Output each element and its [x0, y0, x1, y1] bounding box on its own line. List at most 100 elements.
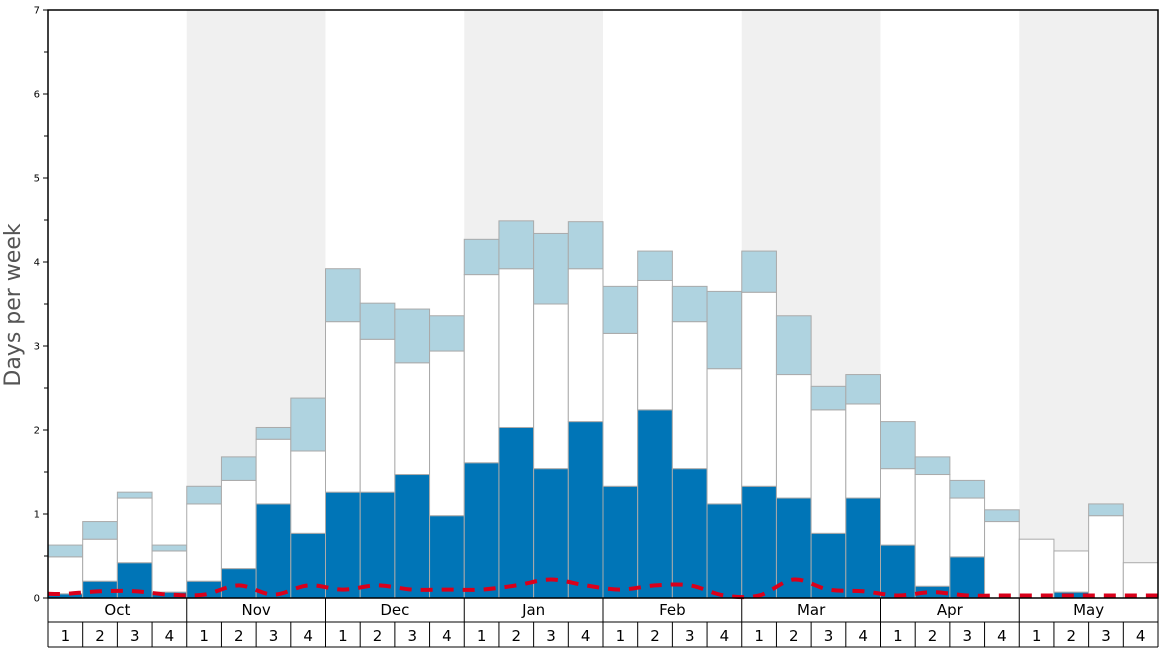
week-label: 3	[824, 627, 834, 645]
bar-mid-4	[186, 503, 222, 582]
y-tick-label: 7	[34, 6, 40, 17]
week-label: 2	[234, 627, 244, 645]
bar-mid-2	[116, 497, 153, 564]
bar-light-6	[255, 426, 292, 440]
month-label-nov: Nov	[241, 601, 270, 619]
bar-light-14	[533, 232, 569, 305]
bar-mid-5	[220, 479, 257, 570]
bar-dark-6	[255, 503, 292, 599]
week-label: 3	[407, 627, 417, 645]
week-label: 1	[338, 627, 348, 645]
bar-dark-5	[220, 568, 257, 599]
bar-light-27	[984, 509, 1020, 523]
bar-mid-9	[359, 338, 396, 493]
dashed-line-series	[47, 577, 1158, 600]
week-label: 4	[1136, 627, 1146, 645]
x-axis: Oct Nov Dec Jan Feb Mar Apr May 1 2 3 4 1 2 3 4 1 2 3 4 1 2 3 4…	[47, 598, 1159, 648]
week-label: 4	[720, 627, 730, 645]
week-label: 4	[997, 627, 1007, 645]
bar-mid-14	[533, 303, 569, 470]
bar-light-15	[567, 221, 604, 270]
bar-mid-29	[1053, 550, 1090, 593]
bar-mid-7	[290, 450, 326, 534]
bar-dark-7	[290, 532, 326, 599]
bar-mid-3	[151, 550, 188, 593]
week-label: 2	[928, 627, 938, 645]
bar-light-22	[810, 385, 847, 411]
bar-light-17	[637, 250, 673, 281]
bar-dark-12	[463, 462, 500, 599]
week-label: 2	[95, 627, 105, 645]
bar-mid-17	[637, 279, 673, 411]
week-label: 1	[477, 627, 487, 645]
bar-light-30	[1088, 503, 1124, 517]
month-label-dec: Dec	[380, 601, 409, 619]
y-tick-label: 3	[34, 342, 40, 353]
bar-mid-24	[880, 468, 916, 546]
plot-frame	[47, 9, 1159, 599]
bar-dark-22	[810, 532, 847, 599]
bar-dark-26	[949, 556, 986, 599]
week-label: 2	[373, 627, 383, 645]
bar-light-23	[845, 374, 881, 405]
week-label: 1	[616, 627, 626, 645]
month-label-jan: Jan	[521, 601, 545, 619]
bar-mid-12	[463, 274, 500, 464]
week-label: 1	[61, 627, 71, 645]
bar-mid-31	[1122, 562, 1159, 599]
bar-dark-18	[671, 468, 708, 599]
dashed-line	[47, 577, 1158, 600]
bar-light-8	[325, 268, 361, 323]
bar-mid-28	[1018, 538, 1055, 599]
week-label: 3	[546, 627, 556, 645]
bar-dark-23	[845, 497, 881, 599]
bar-dark-24	[880, 544, 916, 599]
week-label: 1	[754, 627, 764, 645]
week-label: 1	[893, 627, 903, 645]
bar-dark-19	[706, 503, 743, 599]
y-axis-label: Days per week	[1, 223, 26, 386]
bar-mid-27	[984, 521, 1020, 599]
bar-dark-15	[567, 421, 604, 599]
month-label-may: May	[1073, 601, 1104, 619]
bar-light-26	[949, 479, 986, 499]
bar-mid-19	[706, 368, 743, 505]
y-tick-label: 1	[34, 510, 40, 521]
week-label: 4	[303, 627, 313, 645]
bar-mid-8	[325, 321, 361, 493]
bar-light-5	[220, 456, 257, 481]
bar-mid-16	[602, 332, 639, 487]
bar-light-0	[47, 544, 84, 558]
week-label: 4	[442, 627, 452, 645]
y-axis: 0 1 2 3 4 5 6 7	[34, 6, 48, 605]
bar-light-24	[880, 421, 916, 470]
bar-dark-10	[394, 474, 431, 599]
bar-light-12	[463, 238, 500, 276]
bar-mid-10	[394, 362, 431, 476]
bar-light-25	[914, 456, 951, 476]
bar-light-18	[671, 285, 708, 323]
bar-light-7	[290, 397, 326, 452]
bar-light-11	[429, 315, 465, 352]
bar-dark-13	[498, 426, 535, 599]
bar-mid-25	[914, 474, 951, 587]
bar-mid-0	[47, 556, 84, 595]
week-label: 3	[962, 627, 972, 645]
bar-dark-11	[429, 515, 465, 599]
bar-mid-15	[567, 268, 604, 423]
bar-mid-22	[810, 409, 847, 534]
bar-light-13	[498, 220, 535, 270]
bar-light-3	[151, 544, 188, 552]
y-tick-label: 2	[34, 426, 40, 437]
bar-light-2	[116, 491, 153, 499]
week-label: 4	[165, 627, 175, 645]
bar-mid-13	[498, 268, 535, 428]
y-tick-label: 5	[34, 174, 40, 185]
month-label-oct: Oct	[104, 601, 130, 619]
bar-mid-30	[1088, 515, 1124, 599]
band-may	[1019, 10, 1158, 598]
bar-light-10	[394, 308, 431, 364]
bar-light-19	[706, 290, 743, 370]
bar-light-1	[82, 521, 118, 540]
